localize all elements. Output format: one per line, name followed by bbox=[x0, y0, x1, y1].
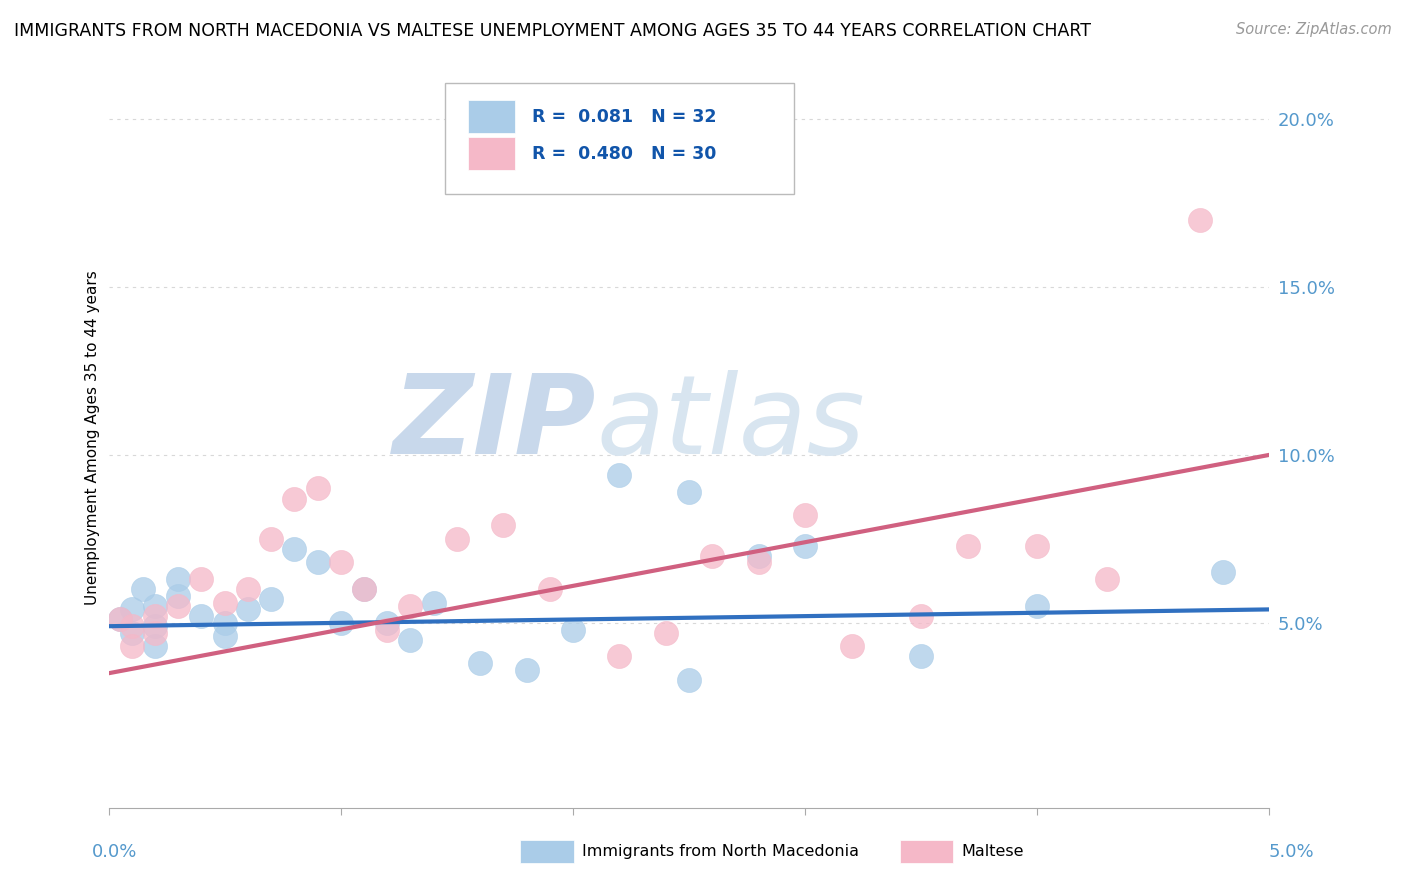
Point bbox=[1026, 539, 1049, 553]
Point bbox=[283, 541, 305, 556]
Point bbox=[143, 599, 166, 613]
Point bbox=[910, 649, 932, 664]
Point bbox=[1095, 572, 1118, 586]
Point bbox=[143, 609, 166, 624]
Text: Maltese: Maltese bbox=[962, 845, 1024, 859]
Point bbox=[143, 619, 166, 633]
Text: ZIP: ZIP bbox=[392, 370, 596, 477]
Point bbox=[214, 629, 236, 643]
Point bbox=[375, 615, 398, 630]
Point bbox=[236, 582, 259, 597]
Point bbox=[110, 612, 132, 626]
Point bbox=[794, 508, 817, 523]
Point bbox=[492, 518, 515, 533]
Point bbox=[1188, 212, 1211, 227]
FancyBboxPatch shape bbox=[446, 83, 793, 194]
Point bbox=[678, 484, 700, 499]
Point bbox=[399, 632, 422, 647]
Point bbox=[143, 640, 166, 654]
Point bbox=[329, 555, 352, 569]
Text: IMMIGRANTS FROM NORTH MACEDONIA VS MALTESE UNEMPLOYMENT AMONG AGES 35 TO 44 YEAR: IMMIGRANTS FROM NORTH MACEDONIA VS MALTE… bbox=[14, 22, 1091, 40]
Point bbox=[538, 582, 561, 597]
Point bbox=[214, 596, 236, 610]
Point bbox=[655, 626, 678, 640]
Point bbox=[283, 491, 305, 506]
Point bbox=[399, 599, 422, 613]
Point bbox=[515, 663, 537, 677]
Point bbox=[143, 626, 166, 640]
Point bbox=[748, 549, 770, 563]
Point bbox=[678, 673, 700, 687]
Point bbox=[702, 549, 724, 563]
Point bbox=[190, 609, 212, 624]
Point bbox=[132, 582, 155, 597]
Point bbox=[236, 602, 259, 616]
Point bbox=[422, 596, 444, 610]
Point bbox=[260, 532, 283, 546]
Text: R =  0.480   N = 30: R = 0.480 N = 30 bbox=[533, 145, 717, 162]
Text: 5.0%: 5.0% bbox=[1270, 843, 1315, 861]
Point bbox=[307, 482, 329, 496]
Point bbox=[562, 623, 585, 637]
Point bbox=[190, 572, 212, 586]
Point bbox=[910, 609, 932, 624]
Point bbox=[1212, 566, 1234, 580]
Point bbox=[353, 582, 375, 597]
Point bbox=[468, 656, 491, 670]
Text: Source: ZipAtlas.com: Source: ZipAtlas.com bbox=[1236, 22, 1392, 37]
Point bbox=[110, 612, 132, 626]
Point bbox=[353, 582, 375, 597]
Y-axis label: Unemployment Among Ages 35 to 44 years: Unemployment Among Ages 35 to 44 years bbox=[86, 270, 100, 606]
Point bbox=[375, 623, 398, 637]
Point bbox=[121, 602, 143, 616]
Bar bbox=[468, 100, 515, 133]
Point bbox=[748, 555, 770, 569]
Point bbox=[1026, 599, 1049, 613]
Point bbox=[121, 626, 143, 640]
Point bbox=[446, 532, 468, 546]
Point bbox=[167, 599, 190, 613]
Point bbox=[167, 572, 190, 586]
Point bbox=[260, 592, 283, 607]
Text: 0.0%: 0.0% bbox=[91, 843, 136, 861]
Point bbox=[121, 640, 143, 654]
Point bbox=[609, 468, 631, 483]
Point bbox=[956, 539, 979, 553]
Point bbox=[841, 640, 863, 654]
Point bbox=[121, 619, 143, 633]
Point bbox=[307, 555, 329, 569]
Point bbox=[167, 589, 190, 603]
Bar bbox=[468, 136, 515, 170]
Text: Immigrants from North Macedonia: Immigrants from North Macedonia bbox=[582, 845, 859, 859]
Point bbox=[329, 615, 352, 630]
Text: atlas: atlas bbox=[596, 370, 865, 477]
Point bbox=[609, 649, 631, 664]
Point bbox=[794, 539, 817, 553]
Text: R =  0.081   N = 32: R = 0.081 N = 32 bbox=[533, 108, 717, 126]
Point bbox=[214, 615, 236, 630]
